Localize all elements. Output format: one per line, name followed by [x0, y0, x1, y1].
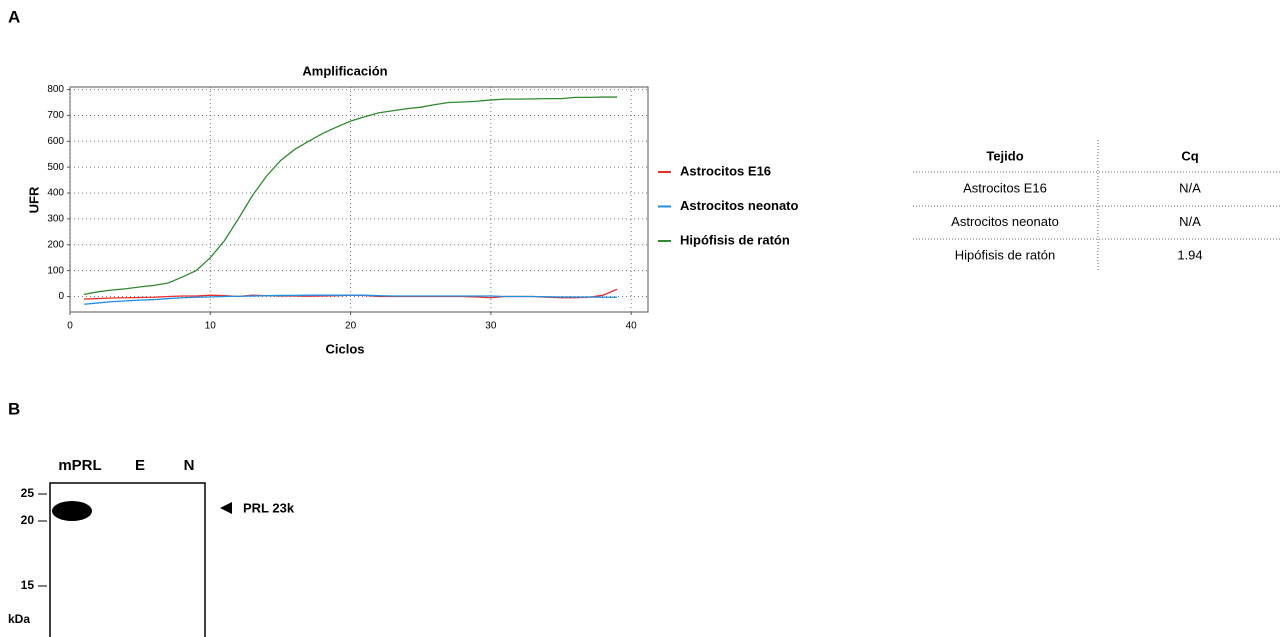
x-tick-label: 10	[205, 321, 217, 332]
y-tick-label: 500	[47, 162, 64, 173]
x-tick-label: 40	[626, 321, 638, 332]
x-axis-label: Ciclos	[325, 341, 364, 356]
legend-label: Astrocitos neonato	[680, 198, 799, 213]
data-line	[84, 289, 617, 299]
y-tick-label: 700	[47, 110, 64, 121]
table-header: Cq	[1181, 148, 1198, 163]
x-tick-label: 20	[345, 321, 357, 332]
y-tick-label: 400	[47, 188, 64, 199]
y-tick-label: 0	[58, 291, 64, 302]
figure: A B Amplificación Ciclos UFR 01002003004…	[0, 0, 1280, 637]
table-cell: Astrocitos E16	[963, 180, 1047, 195]
chart-title: Amplificación	[302, 63, 387, 78]
unit-label: kDa	[8, 612, 30, 626]
y-tick-label: 600	[47, 136, 64, 147]
marker-label: 15	[21, 578, 35, 592]
panel-label: B	[8, 399, 20, 418]
marker-label: 20	[21, 513, 35, 527]
table-cell: Hipófisis de ratón	[955, 247, 1055, 262]
x-tick-label: 0	[67, 321, 73, 332]
lane-label: E	[135, 457, 145, 474]
y-tick-label: 100	[47, 265, 64, 276]
lane-label: N	[184, 457, 195, 474]
lane-label: mPRL	[58, 457, 101, 474]
panel-label: A	[8, 7, 20, 26]
y-tick-label: 300	[47, 214, 64, 225]
blot-band	[52, 501, 92, 521]
y-tick-label: 200	[47, 239, 64, 250]
legend-label: Hipófisis de ratón	[680, 232, 790, 247]
marker-label: 25	[21, 486, 35, 500]
table-cell: 1.94	[1177, 247, 1202, 262]
y-tick-label: 800	[47, 84, 64, 95]
blot-annotation: PRL 23k	[243, 500, 295, 515]
table-cell: Astrocitos neonato	[951, 214, 1059, 229]
plot-frame	[70, 87, 648, 312]
x-tick-label: 30	[485, 321, 497, 332]
y-axis-label: UFR	[26, 186, 41, 213]
arrow	[220, 502, 232, 514]
table-header: Tejido	[986, 148, 1023, 163]
legend-label: Astrocitos E16	[680, 163, 771, 178]
table-cell: N/A	[1179, 180, 1201, 195]
table-cell: N/A	[1179, 214, 1201, 229]
